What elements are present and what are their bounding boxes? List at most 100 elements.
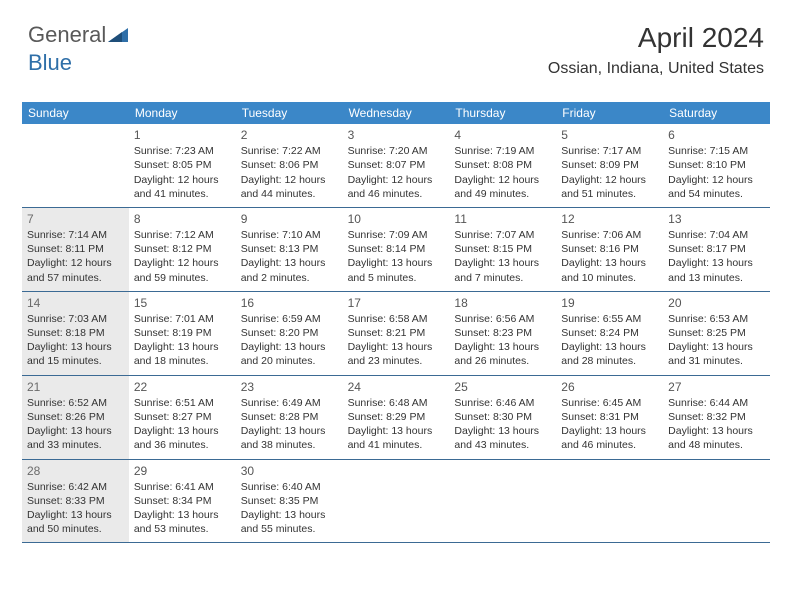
calendar-cell [556,460,663,544]
cell-line: Daylight: 12 hours [134,173,231,187]
cell-line: Daylight: 13 hours [561,256,658,270]
calendar-cell: 23Sunrise: 6:49 AMSunset: 8:28 PMDayligh… [236,376,343,460]
cell-line: Daylight: 13 hours [454,424,551,438]
cell-line: and 18 minutes. [134,354,231,368]
location-label: Ossian, Indiana, United States [548,60,764,78]
day-number: 15 [134,295,231,311]
cell-line: Sunset: 8:15 PM [454,242,551,256]
calendar-cell: 13Sunrise: 7:04 AMSunset: 8:17 PMDayligh… [663,208,770,292]
calendar-cell [663,460,770,544]
cell-line: and 13 minutes. [668,271,765,285]
day-number: 28 [27,463,124,479]
day-number: 21 [27,379,124,395]
cell-line: Sunrise: 6:48 AM [348,396,445,410]
day-number: 6 [668,127,765,143]
brand-part2: Blue [28,50,72,75]
calendar-cell: 18Sunrise: 6:56 AMSunset: 8:23 PMDayligh… [449,292,556,376]
calendar-cell: 6Sunrise: 7:15 AMSunset: 8:10 PMDaylight… [663,124,770,208]
day-number: 13 [668,211,765,227]
calendar-cell: 2Sunrise: 7:22 AMSunset: 8:06 PMDaylight… [236,124,343,208]
calendar-cell: 1Sunrise: 7:23 AMSunset: 8:05 PMDaylight… [129,124,236,208]
cell-line: Sunset: 8:16 PM [561,242,658,256]
cell-line: Sunset: 8:25 PM [668,326,765,340]
calendar-cell: 16Sunrise: 6:59 AMSunset: 8:20 PMDayligh… [236,292,343,376]
cell-line: Sunrise: 6:53 AM [668,312,765,326]
cell-line: Sunrise: 6:41 AM [134,480,231,494]
cell-line: and 41 minutes. [348,438,445,452]
cell-line: Sunset: 8:19 PM [134,326,231,340]
calendar-cell: 17Sunrise: 6:58 AMSunset: 8:21 PMDayligh… [343,292,450,376]
day-number: 3 [348,127,445,143]
cell-line: Sunset: 8:21 PM [348,326,445,340]
cell-line: Sunset: 8:27 PM [134,410,231,424]
cell-line: Sunset: 8:30 PM [454,410,551,424]
cell-line: Sunset: 8:35 PM [241,494,338,508]
calendar-cell: 19Sunrise: 6:55 AMSunset: 8:24 PMDayligh… [556,292,663,376]
day-number: 2 [241,127,338,143]
cell-line: Sunset: 8:06 PM [241,158,338,172]
calendar-cell: 30Sunrise: 6:40 AMSunset: 8:35 PMDayligh… [236,460,343,544]
cell-line: and 23 minutes. [348,354,445,368]
cell-line: Daylight: 13 hours [27,424,124,438]
cell-line: Sunrise: 6:55 AM [561,312,658,326]
cell-line: and 50 minutes. [27,522,124,536]
cell-line: Sunrise: 6:44 AM [668,396,765,410]
day-number: 10 [348,211,445,227]
calendar-cell: 5Sunrise: 7:17 AMSunset: 8:09 PMDaylight… [556,124,663,208]
day-header: Thursday [449,102,556,124]
cell-line: Daylight: 13 hours [668,424,765,438]
cell-line: Daylight: 13 hours [241,340,338,354]
day-number: 1 [134,127,231,143]
calendar-cell: 4Sunrise: 7:19 AMSunset: 8:08 PMDaylight… [449,124,556,208]
cell-line: Daylight: 13 hours [134,424,231,438]
cell-line: Sunset: 8:09 PM [561,158,658,172]
day-number: 19 [561,295,658,311]
cell-line: Sunrise: 7:03 AM [27,312,124,326]
cell-line: Sunrise: 6:42 AM [27,480,124,494]
cell-line: and 5 minutes. [348,271,445,285]
cell-line: Sunset: 8:20 PM [241,326,338,340]
cell-line: Sunset: 8:33 PM [27,494,124,508]
cell-line: Daylight: 13 hours [561,340,658,354]
calendar-cell: 10Sunrise: 7:09 AMSunset: 8:14 PMDayligh… [343,208,450,292]
cell-line: and 46 minutes. [348,187,445,201]
day-header: Saturday [663,102,770,124]
cell-line: Daylight: 13 hours [454,256,551,270]
calendar-cell [449,460,556,544]
cell-line: Sunset: 8:11 PM [27,242,124,256]
cell-line: Sunrise: 6:52 AM [27,396,124,410]
cell-line: and 46 minutes. [561,438,658,452]
cell-line: Sunrise: 7:10 AM [241,228,338,242]
calendar-cell: 11Sunrise: 7:07 AMSunset: 8:15 PMDayligh… [449,208,556,292]
cell-line: Daylight: 13 hours [561,424,658,438]
cell-line: and 15 minutes. [27,354,124,368]
cell-line: Sunrise: 6:49 AM [241,396,338,410]
day-number: 23 [241,379,338,395]
cell-line: Daylight: 12 hours [561,173,658,187]
cell-line: Sunset: 8:13 PM [241,242,338,256]
cell-line: and 49 minutes. [454,187,551,201]
cell-line: Sunrise: 7:17 AM [561,144,658,158]
day-number: 7 [27,211,124,227]
day-header: Wednesday [343,102,450,124]
cell-line: Sunset: 8:17 PM [668,242,765,256]
cell-line: Daylight: 12 hours [134,256,231,270]
header-right: April 2024 Ossian, Indiana, United State… [548,22,764,78]
cell-line: Sunrise: 7:04 AM [668,228,765,242]
cell-line: Sunset: 8:29 PM [348,410,445,424]
cell-line: Daylight: 13 hours [241,256,338,270]
cell-line: Sunrise: 6:58 AM [348,312,445,326]
calendar-cell: 20Sunrise: 6:53 AMSunset: 8:25 PMDayligh… [663,292,770,376]
cell-line: Sunrise: 6:40 AM [241,480,338,494]
cell-line: and 43 minutes. [454,438,551,452]
day-number: 5 [561,127,658,143]
cell-line: Sunset: 8:10 PM [668,158,765,172]
day-number: 25 [454,379,551,395]
day-header: Monday [129,102,236,124]
cell-line: and 48 minutes. [668,438,765,452]
calendar-cell: 7Sunrise: 7:14 AMSunset: 8:11 PMDaylight… [22,208,129,292]
cell-line: Daylight: 13 hours [134,508,231,522]
cell-line: Sunrise: 6:56 AM [454,312,551,326]
cell-line: Daylight: 13 hours [348,424,445,438]
cell-line: and 38 minutes. [241,438,338,452]
